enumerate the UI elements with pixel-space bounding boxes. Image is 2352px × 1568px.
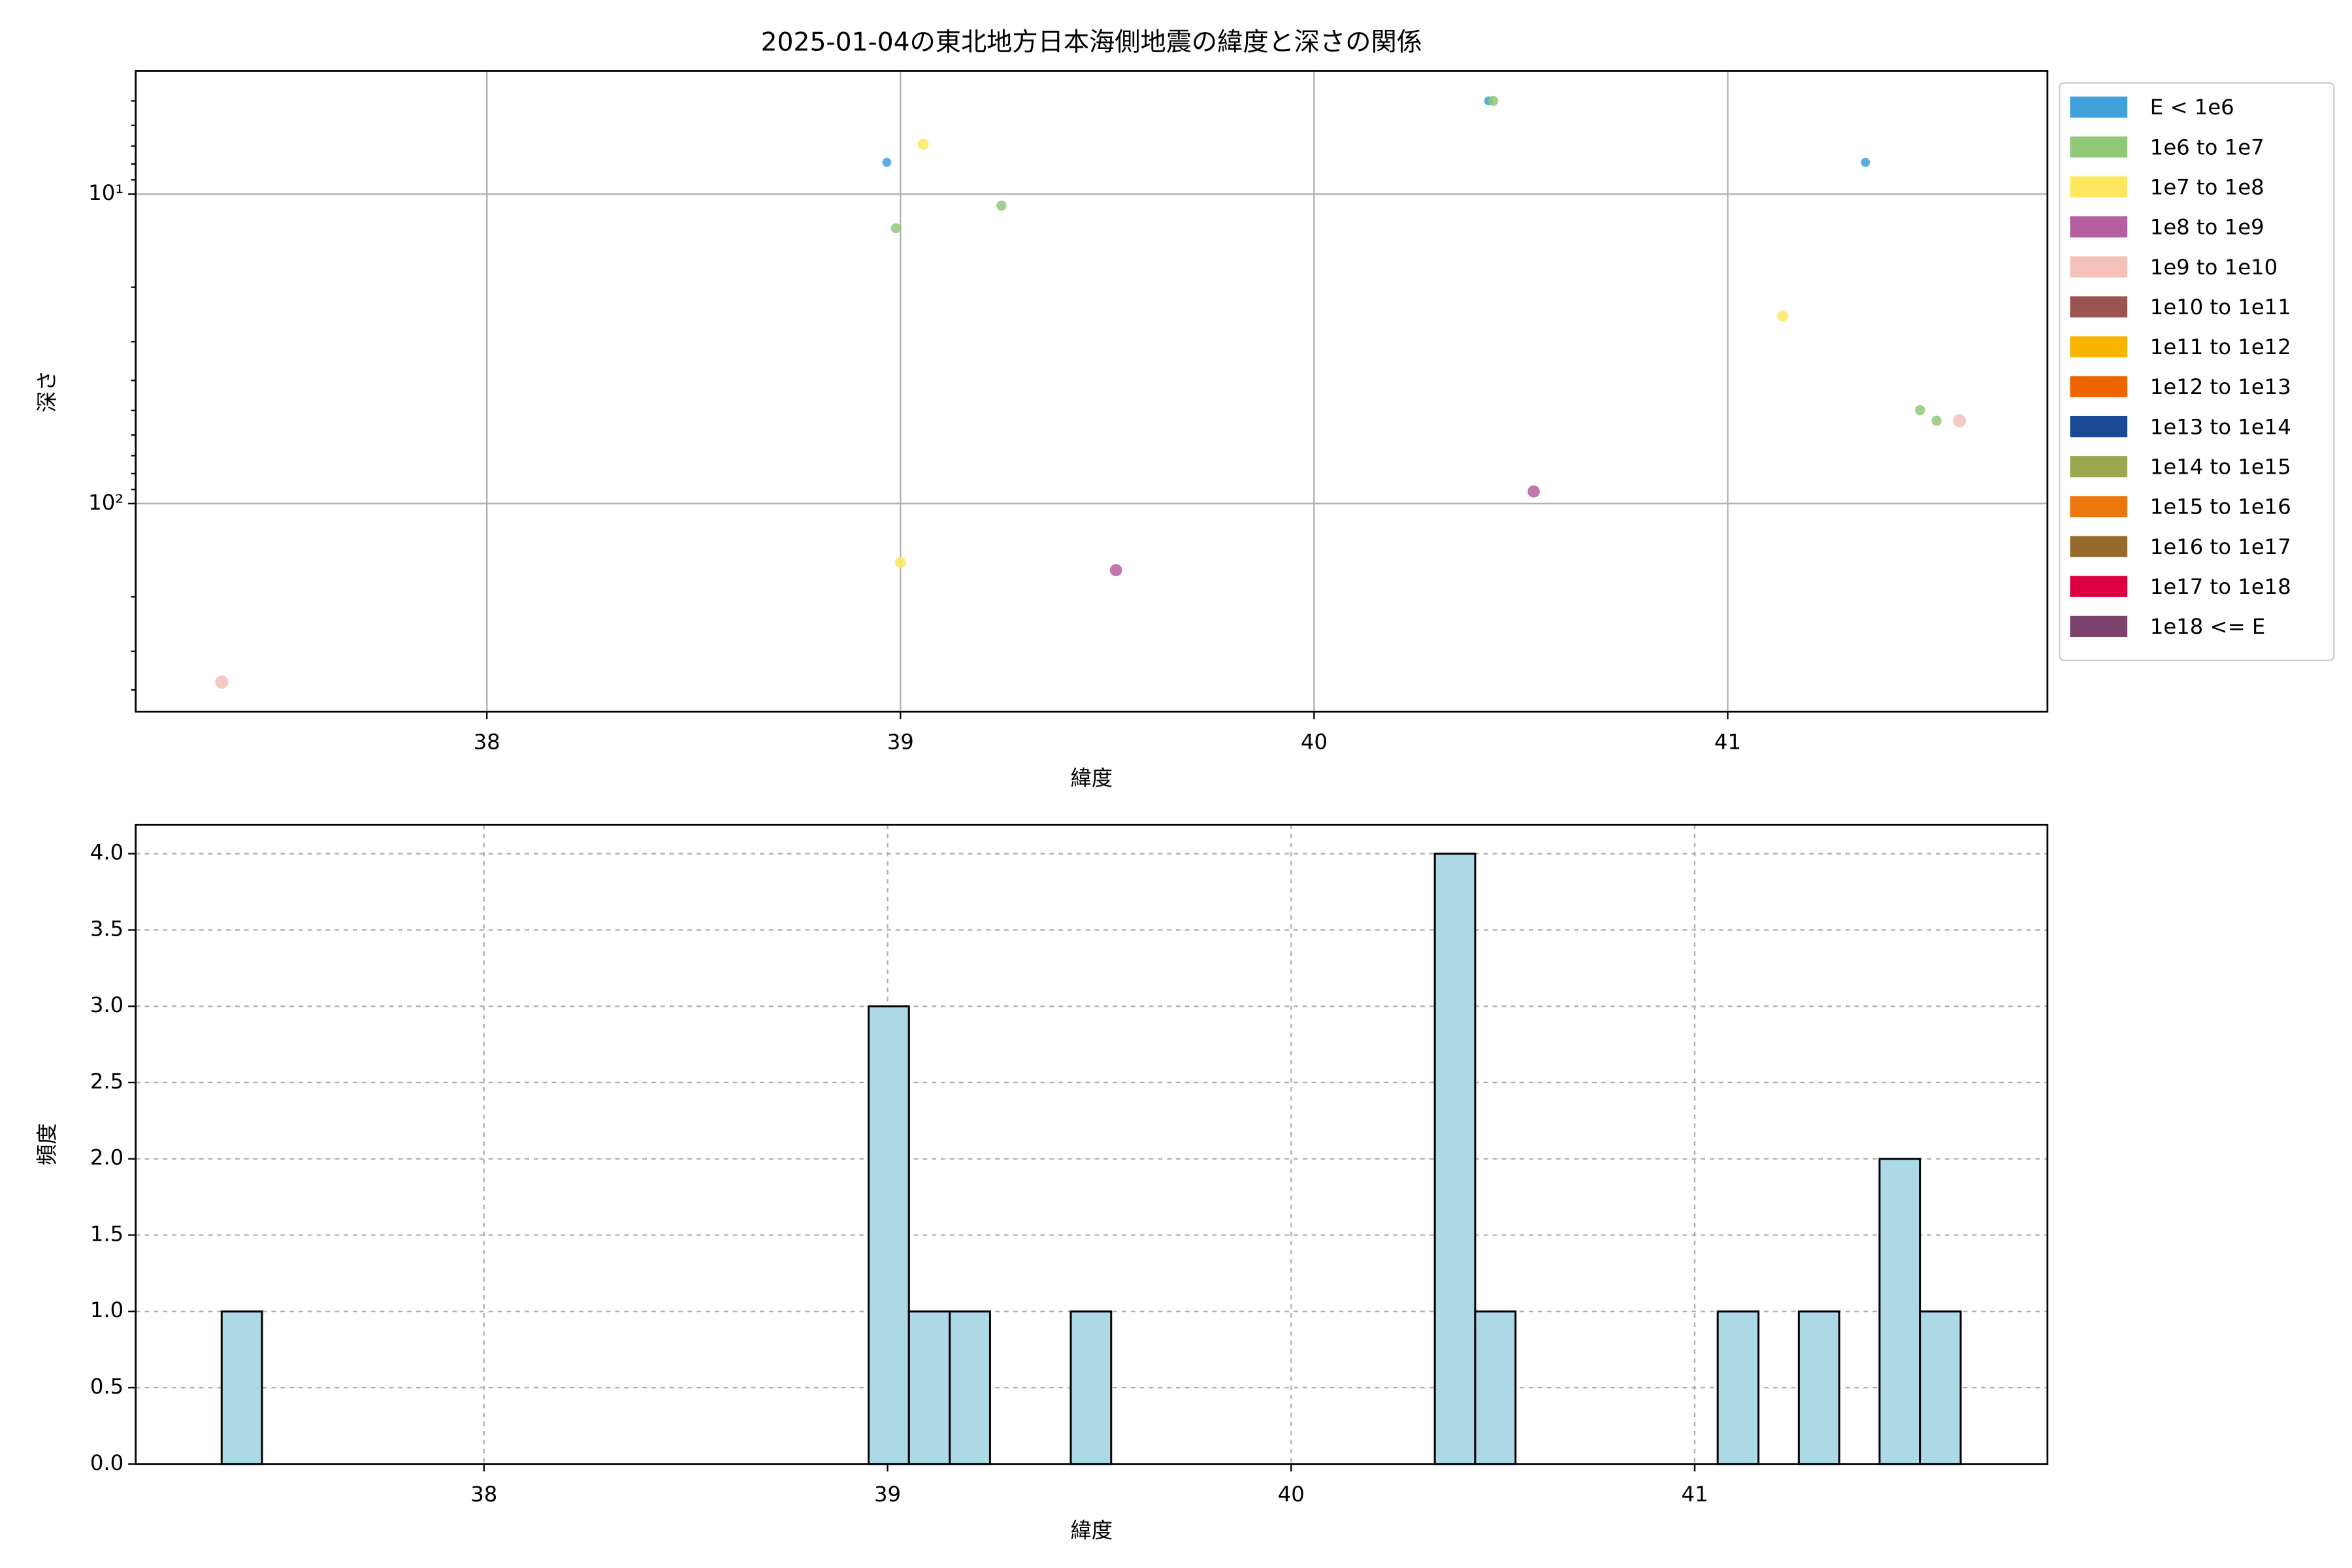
y-tick-label: 2.0 — [90, 1145, 123, 1170]
x-tick-label: 38 — [474, 730, 500, 755]
legend-label: 1e10 to 1e11 — [2150, 295, 2291, 319]
histogram-bar — [1716, 1310, 1760, 1465]
histogram-bar — [220, 1310, 263, 1465]
histogram-bar — [1797, 1310, 1840, 1465]
scatter-point — [1931, 416, 1942, 426]
scatter-point — [1861, 157, 1870, 167]
legend-label: 1e14 to 1e15 — [2150, 455, 2291, 480]
scatter-point — [996, 201, 1007, 211]
histogram-bar — [907, 1310, 951, 1465]
y-tick-label: 2.5 — [90, 1069, 123, 1094]
histogram-bar — [1070, 1310, 1113, 1465]
x-tick-label: 40 — [1301, 730, 1328, 755]
x-tick-label: 39 — [874, 1482, 901, 1507]
x-tick-label: 40 — [1278, 1482, 1305, 1507]
legend-swatch — [2070, 136, 2128, 158]
legend-label: 1e12 to 1e13 — [2150, 374, 2291, 399]
plot-frame — [135, 823, 2049, 1465]
y-tick-label: 1.0 — [90, 1298, 123, 1322]
scatter-point — [215, 675, 229, 689]
scatter-point — [1915, 405, 1925, 416]
legend-label: 1e13 to 1e14 — [2150, 414, 2291, 439]
legend-label: 1e17 to 1e18 — [2150, 574, 2291, 599]
x-tick-label: 41 — [1681, 1482, 1708, 1507]
legend-swatch — [2070, 576, 2128, 597]
legend-label: 1e15 to 1e16 — [2150, 495, 2291, 519]
scatter-point — [890, 223, 902, 234]
legend-label: 1e8 to 1e9 — [2150, 215, 2264, 240]
legend-swatch — [2070, 256, 2128, 278]
legend-swatch — [2070, 536, 2128, 557]
y-axis-label: 頻度 — [35, 1123, 59, 1166]
legend-swatch — [2070, 296, 2128, 318]
scatter-point — [894, 557, 906, 568]
legend-swatch — [2070, 496, 2128, 517]
legend-swatch — [2070, 216, 2128, 238]
y-tick-label: 3.5 — [90, 916, 123, 941]
histogram-bar — [867, 1005, 910, 1465]
legend-label: 1e18 <= E — [2150, 614, 2266, 639]
histogram-bar — [1474, 1310, 1517, 1465]
y-tick-label: 10² — [88, 490, 123, 515]
y-tick-label: 0.5 — [90, 1374, 123, 1399]
histogram-bar — [1878, 1158, 1921, 1465]
histogram-bar — [1433, 853, 1477, 1465]
x-tick-label: 41 — [1714, 730, 1741, 755]
scatter-point — [1488, 95, 1499, 106]
y-tick-label: 3.0 — [90, 992, 123, 1017]
x-tick-label: 38 — [470, 1482, 497, 1507]
y-tick-label: 1.5 — [90, 1221, 123, 1246]
legend-swatch — [2070, 416, 2128, 438]
histogram-bar — [1919, 1310, 1962, 1465]
scatter-point — [1109, 564, 1122, 576]
x-axis-label: 緯度 — [1070, 766, 1113, 791]
legend-label: 1e9 to 1e10 — [2150, 255, 2278, 280]
y-tick-label: 10¹ — [88, 180, 123, 205]
histogram-bar — [949, 1310, 991, 1465]
x-axis-label: 緯度 — [1070, 1518, 1113, 1543]
scatter-point — [1952, 414, 1967, 428]
legend-label: 1e11 to 1e12 — [2150, 335, 2291, 359]
legend-swatch — [2070, 376, 2128, 398]
legend-label: E < 1e6 — [2150, 95, 2234, 120]
scatter-point — [882, 157, 892, 167]
legend-swatch — [2070, 615, 2128, 637]
legend-label: 1e16 to 1e17 — [2150, 534, 2291, 559]
legend-swatch — [2070, 96, 2128, 118]
y-tick-label: 0.0 — [90, 1450, 123, 1475]
scatter-point — [1777, 310, 1789, 322]
legend-swatch — [2070, 456, 2128, 478]
scatter-point — [917, 139, 929, 150]
legend-swatch — [2070, 336, 2128, 357]
legend-label: 1e6 to 1e7 — [2150, 135, 2264, 159]
scatter-point — [1527, 485, 1540, 498]
legend-box — [2059, 82, 2335, 661]
x-tick-label: 39 — [887, 730, 914, 755]
legend-swatch — [2070, 176, 2128, 198]
legend-label: 1e7 to 1e8 — [2150, 174, 2264, 199]
chart-title: 2025-01-04の東北地方日本海側地震の緯度と深さの関係 — [761, 27, 1422, 57]
plot-frame — [135, 70, 2049, 713]
y-tick-label: 4.0 — [90, 840, 123, 865]
y-axis-label: 深さ — [35, 370, 59, 413]
